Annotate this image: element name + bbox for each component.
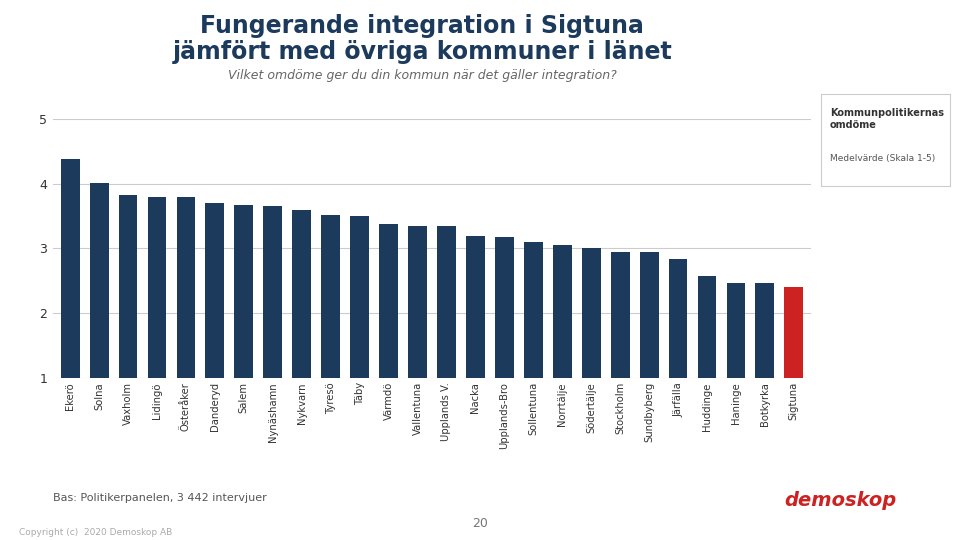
Bar: [756, 284, 775, 378]
Bar: [177, 197, 196, 378]
Bar: [727, 283, 745, 378]
Bar: [611, 252, 630, 378]
Bar: [234, 205, 253, 378]
Bar: [437, 226, 456, 378]
Text: Kommunpolitikernas
omdöme: Kommunpolitikernas omdöme: [829, 108, 944, 130]
Bar: [466, 236, 485, 378]
Bar: [553, 245, 571, 378]
Bar: [784, 287, 804, 378]
Bar: [698, 275, 716, 378]
Bar: [293, 210, 311, 378]
Bar: [408, 226, 427, 378]
Text: Fungerande integration i Sigtuna: Fungerande integration i Sigtuna: [201, 14, 644, 37]
Text: demoskop: demoskop: [784, 491, 896, 510]
Bar: [582, 248, 601, 378]
Bar: [148, 197, 166, 378]
Bar: [639, 252, 659, 378]
Bar: [350, 216, 369, 378]
Bar: [524, 242, 542, 378]
Bar: [668, 259, 687, 378]
Bar: [495, 238, 514, 378]
Text: jämfört med övriga kommuner i länet: jämfört med övriga kommuner i länet: [173, 40, 672, 64]
Bar: [119, 195, 137, 378]
Bar: [89, 183, 108, 378]
Bar: [322, 215, 340, 378]
Text: 20: 20: [472, 517, 488, 530]
Text: Bas: Politikerpanelen, 3 442 intervjuer: Bas: Politikerpanelen, 3 442 intervjuer: [53, 493, 267, 503]
Text: Copyright (c)  2020 Demoskop AB: Copyright (c) 2020 Demoskop AB: [19, 528, 173, 537]
Text: Vilket omdöme ger du din kommun när det gäller integration?: Vilket omdöme ger du din kommun när det …: [228, 69, 616, 82]
Bar: [379, 224, 398, 378]
Text: Medelvärde (Skala 1-5): Medelvärde (Skala 1-5): [829, 154, 935, 163]
Bar: [263, 206, 282, 378]
Bar: [205, 203, 225, 378]
Bar: [60, 159, 80, 378]
